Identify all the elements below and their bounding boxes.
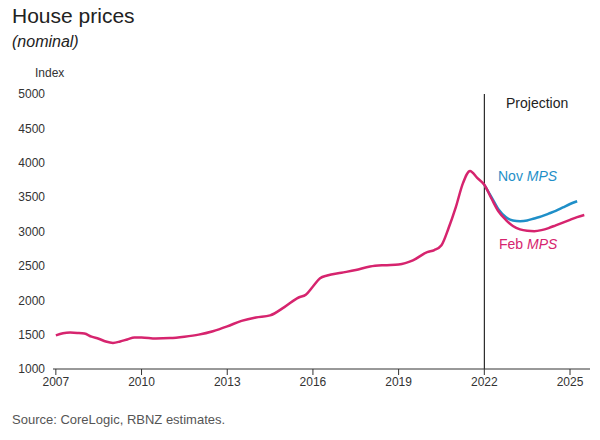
html-text:Projection: Projection xyxy=(506,95,569,111)
html-text:House prices: House prices xyxy=(12,4,135,27)
svg-text:3500: 3500 xyxy=(18,190,45,204)
html-text:(nominal): (nominal) xyxy=(12,33,79,50)
svg-text:3000: 3000 xyxy=(18,225,45,239)
svg-text:4000: 4000 xyxy=(18,156,45,170)
svg-text:2019: 2019 xyxy=(385,375,412,389)
svg-text:5000: 5000 xyxy=(18,87,45,101)
svg-text:2500: 2500 xyxy=(18,259,45,273)
html-text:Source: CoreLogic, RBNZ estima: Source: CoreLogic, RBNZ estimates. xyxy=(12,412,226,427)
html-text:Feb MPS: Feb MPS xyxy=(499,236,558,252)
svg-text:2013: 2013 xyxy=(214,375,241,389)
svg-text:2025: 2025 xyxy=(557,375,584,389)
svg-text:2007: 2007 xyxy=(43,375,70,389)
svg-text:1000: 1000 xyxy=(18,362,45,376)
svg-text:2010: 2010 xyxy=(128,375,155,389)
svg-text:2016: 2016 xyxy=(300,375,327,389)
html-text:Index: Index xyxy=(35,66,65,80)
svg-text:4500: 4500 xyxy=(18,122,45,136)
svg-text:2022: 2022 xyxy=(471,375,498,389)
html-text:Nov MPS: Nov MPS xyxy=(498,168,558,184)
svg-text:1500: 1500 xyxy=(18,328,45,342)
svg-text:2000: 2000 xyxy=(18,294,45,308)
